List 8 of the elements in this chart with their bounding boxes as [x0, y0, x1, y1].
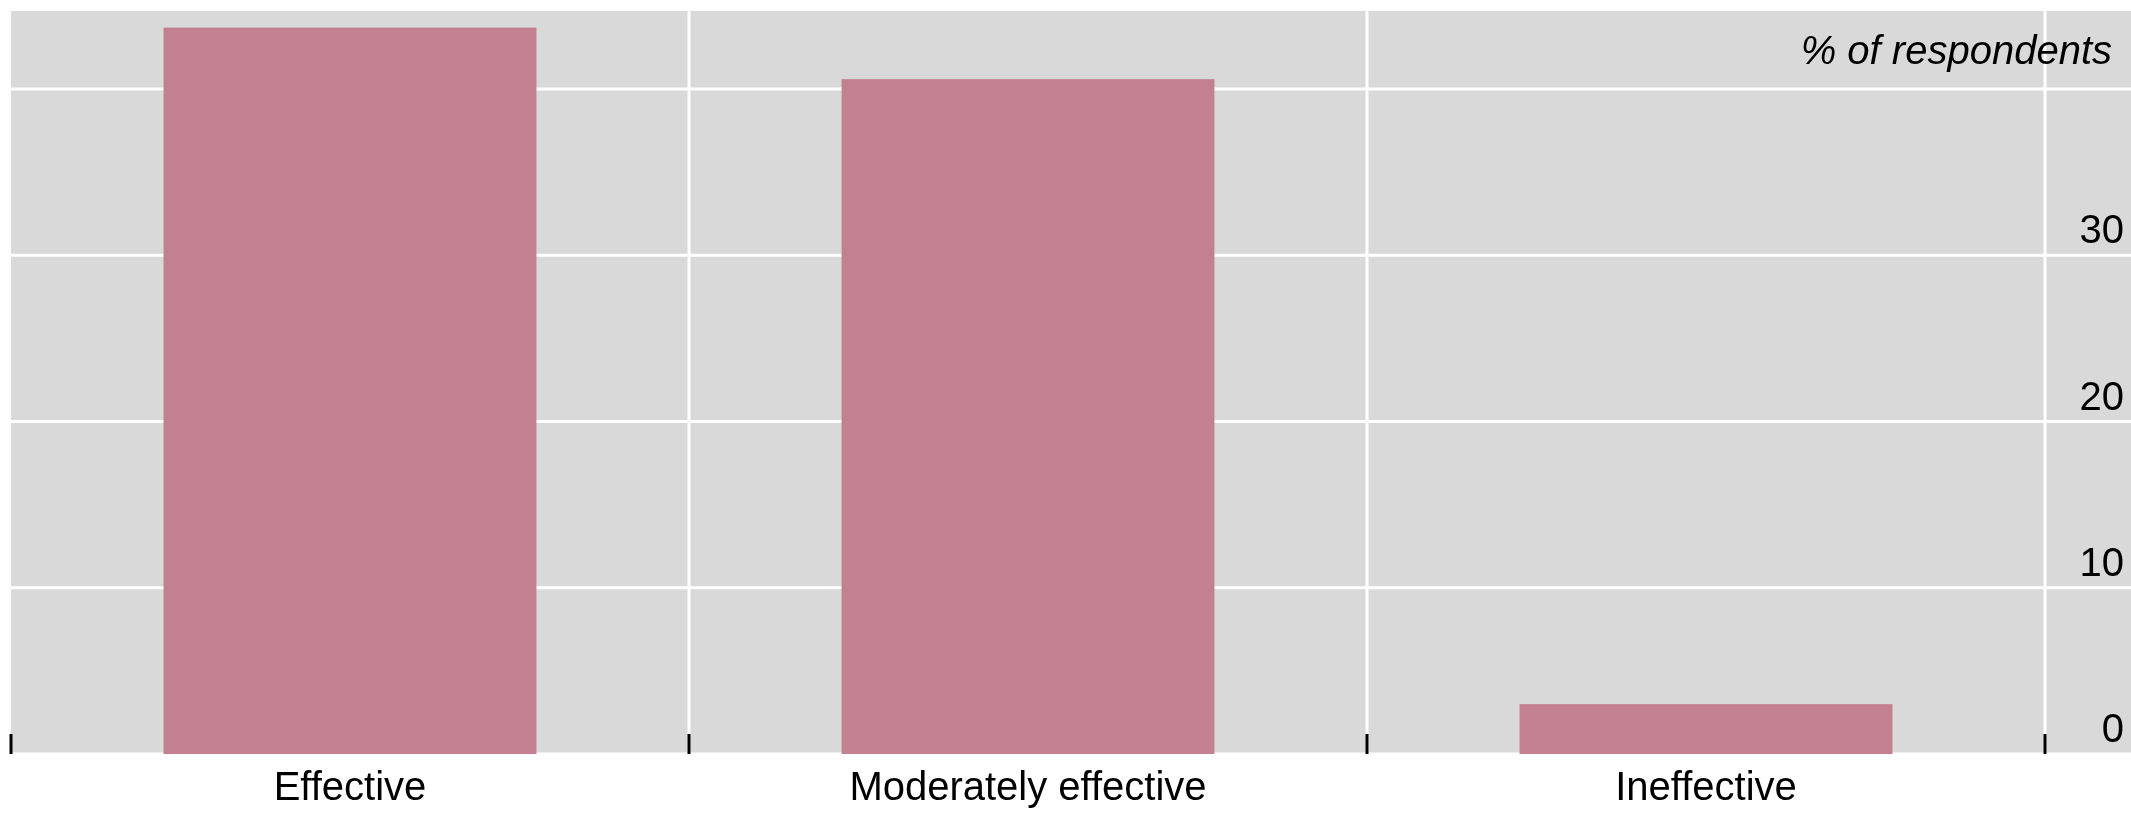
y-tick-label: 10	[2079, 539, 2124, 584]
y-tick-label: 20	[2079, 373, 2124, 418]
y-tick-label: 30	[2079, 207, 2124, 252]
x-tick-label: Moderately effective	[849, 764, 1207, 808]
x-tick-label: Ineffective	[1615, 764, 1797, 808]
y-axis-title: % of respondents	[1800, 28, 2112, 72]
x-tick-label: Effective	[273, 764, 427, 808]
y-tick-label: 0	[2101, 706, 2124, 750]
